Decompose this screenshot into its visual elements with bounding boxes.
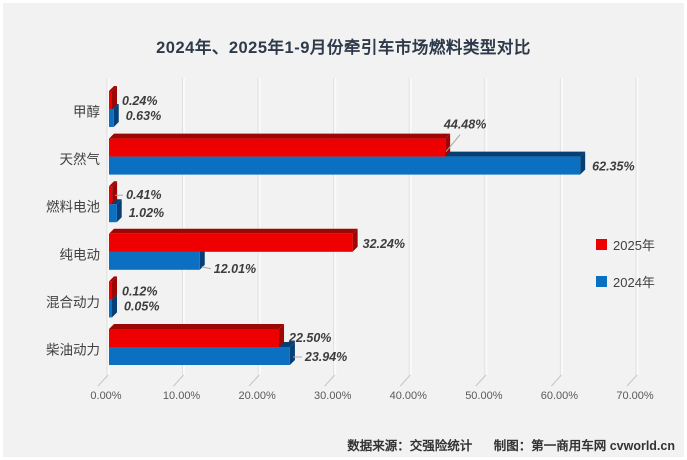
footer: 数据来源：交强险统计 制图：第一商用车网 cvworld.cn bbox=[347, 435, 675, 454]
chart-title: 2024年、2025年1-9月份牵引车市场燃料类型对比 bbox=[156, 39, 531, 57]
legend-swatch-2025 bbox=[596, 238, 607, 250]
axis-tick bbox=[475, 374, 487, 387]
axis-tick bbox=[248, 374, 260, 387]
x-axis-label: 0.00% bbox=[90, 390, 121, 402]
bar-2024-end-face bbox=[289, 342, 295, 365]
bar-2024-end-face bbox=[112, 294, 117, 318]
bar-2025-top-face bbox=[109, 276, 117, 282]
x-axis-label: 50.00% bbox=[465, 390, 503, 402]
value-label: 44.48% bbox=[443, 118, 486, 132]
bar-2025-top-face bbox=[109, 324, 285, 329]
bar-2025 bbox=[109, 233, 353, 252]
bar-2025-top-face bbox=[109, 228, 358, 234]
value-label: 0.24% bbox=[122, 94, 157, 108]
value-label: 22.50% bbox=[288, 331, 331, 345]
bar-2025 bbox=[109, 186, 113, 205]
bar-2025 bbox=[109, 91, 112, 109]
bar-2025-top-face bbox=[109, 133, 451, 139]
data-source-label: 数据来源：交强险统计 bbox=[347, 439, 473, 453]
credit-label: 制图：第一商用车网 cvworld.cn bbox=[493, 439, 675, 453]
legend-label-2024: 2024年 bbox=[613, 274, 655, 290]
value-label: 1.02% bbox=[129, 206, 164, 220]
category-label: 天然气 bbox=[60, 151, 101, 167]
bar-2024-end-face bbox=[580, 151, 586, 175]
bar-2025-end-face bbox=[112, 181, 118, 205]
bar-2024 bbox=[109, 299, 112, 318]
bar-2025-end-face bbox=[279, 324, 285, 347]
bar-2025-end-face bbox=[112, 276, 117, 300]
bar-2024 bbox=[109, 347, 290, 365]
value-label: 0.12% bbox=[122, 284, 157, 298]
leader-line bbox=[201, 266, 211, 270]
bar-2024 bbox=[109, 251, 200, 270]
legend-swatch-2024 bbox=[596, 275, 607, 287]
x-axis-label: 40.00% bbox=[390, 390, 428, 402]
bar-2025-top-face bbox=[109, 181, 118, 187]
axis-tick bbox=[399, 374, 411, 387]
bar-2024-end-face bbox=[113, 104, 119, 127]
axis-tick bbox=[324, 374, 336, 387]
legend-item-2025: 2025年 bbox=[596, 236, 655, 253]
legend: 2025年 2024年 bbox=[596, 236, 655, 310]
axis-tick bbox=[173, 374, 184, 387]
x-axis-label: 70.00% bbox=[616, 390, 654, 402]
bar-2024 bbox=[109, 156, 581, 175]
bar-2025-end-face bbox=[112, 86, 117, 109]
value-label: 12.01% bbox=[214, 262, 256, 276]
x-axis-label: 20.00% bbox=[238, 390, 276, 402]
category-label: 柴油动力 bbox=[46, 343, 100, 358]
bar-2025-top-face bbox=[109, 86, 117, 91]
bar-2025 bbox=[109, 329, 280, 347]
value-label: 0.41% bbox=[126, 188, 161, 202]
bar-2025 bbox=[109, 281, 112, 300]
axis-tick bbox=[97, 374, 109, 387]
category-label: 燃料电池 bbox=[46, 199, 100, 215]
bar-2025 bbox=[109, 138, 446, 157]
bar-2024 bbox=[109, 109, 114, 127]
axis-tick bbox=[551, 374, 562, 387]
value-label: 62.35% bbox=[592, 160, 634, 174]
value-label: 32.24% bbox=[363, 237, 405, 251]
value-label: 23.94% bbox=[304, 350, 347, 364]
value-label: 0.05% bbox=[124, 299, 159, 313]
legend-label-2025: 2025年 bbox=[613, 237, 655, 253]
category-label: 甲醇 bbox=[73, 104, 100, 120]
category-label: 纯电动 bbox=[60, 247, 101, 262]
category-label: 混合动力 bbox=[46, 295, 100, 310]
bar-2025-end-face bbox=[352, 228, 358, 252]
axis-tick bbox=[626, 374, 638, 387]
leader-line bbox=[445, 134, 461, 152]
bar-2024 bbox=[109, 204, 117, 223]
bar-2024-end-face bbox=[199, 246, 205, 270]
x-axis-label: 30.00% bbox=[314, 390, 352, 402]
x-axis-label: 10.00% bbox=[163, 390, 201, 402]
bar-2024-end-face bbox=[116, 199, 122, 223]
value-label: 0.63% bbox=[126, 109, 161, 123]
x-axis-label: 60.00% bbox=[541, 390, 579, 402]
legend-item-2024: 2024年 bbox=[596, 273, 655, 290]
